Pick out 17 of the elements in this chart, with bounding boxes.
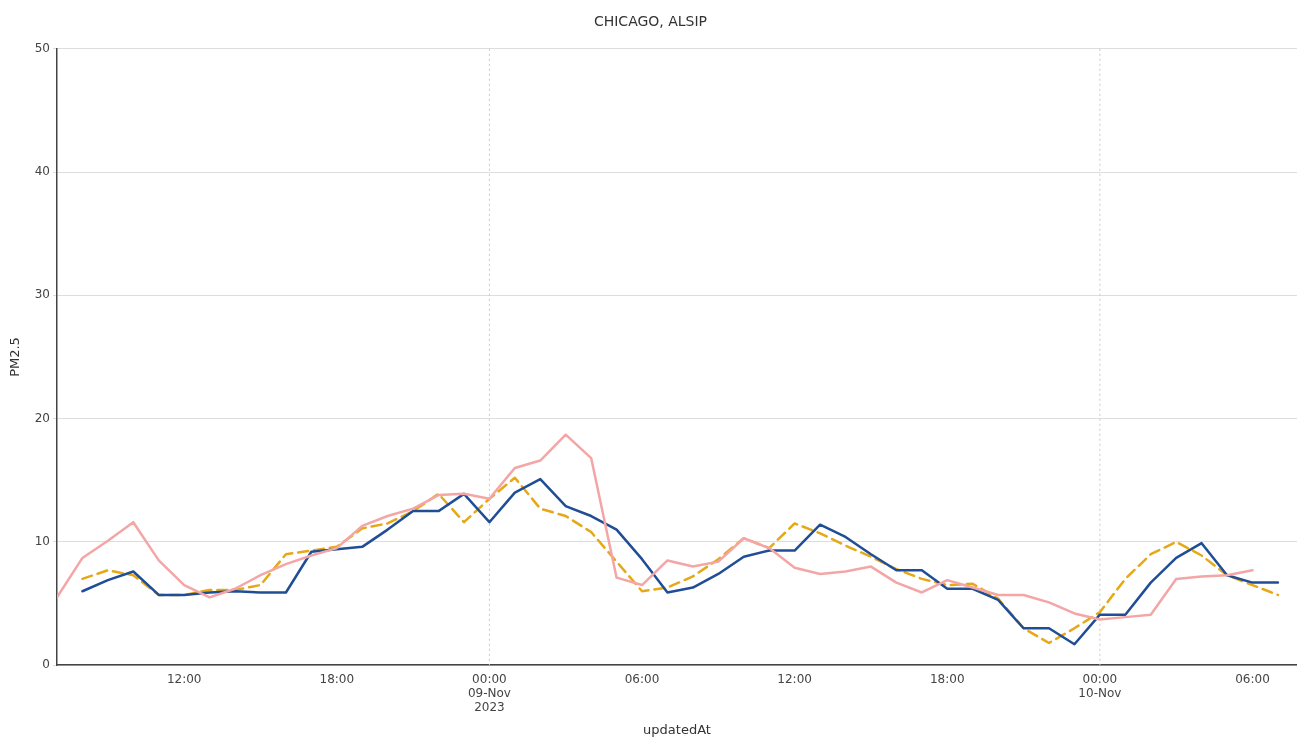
x-tick-label: 18:00 <box>929 671 965 686</box>
x-tick-label: 06:00 <box>624 671 660 686</box>
x-tick-label: 12:00 <box>777 671 812 686</box>
y-tick-label: 30 <box>34 287 50 302</box>
y-tick-label: 0 <box>42 657 50 672</box>
x-tick-label: 00:00 09-Nov 2023 <box>467 671 511 715</box>
x-axis-title: updatedAt <box>643 721 711 737</box>
x-tick-label: 18:00 <box>319 671 355 686</box>
x-tick-label: 00:00 10-Nov <box>1078 671 1122 700</box>
y-tick-label: 20 <box>34 410 50 425</box>
x-tick-label: 12:00 <box>166 671 202 686</box>
y-tick-label: 40 <box>34 164 50 179</box>
y-tick-label: 50 <box>34 40 50 55</box>
chart-title: CHICAGO, ALSIP <box>593 13 708 30</box>
y-tick-label: 10 <box>34 534 50 549</box>
y-axis-title: PM2.5 <box>7 337 23 377</box>
x-tick-label: 06:00 <box>1235 671 1270 686</box>
